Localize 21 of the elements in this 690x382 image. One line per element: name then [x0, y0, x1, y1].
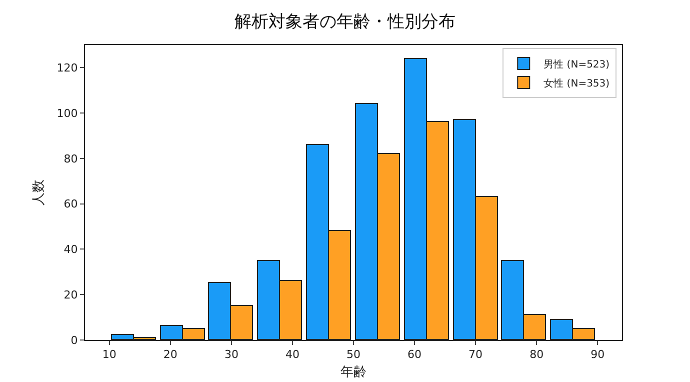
y-tick-label: 100 — [56, 106, 78, 120]
legend-label: 男性 (N=523) — [544, 58, 610, 70]
x-tick-label: 60 — [408, 348, 422, 362]
y-tick-label: 40 — [64, 243, 78, 256]
x-tick-label: 50 — [346, 348, 360, 362]
x-tick-label: 90 — [590, 348, 605, 362]
x-tick-label: 40 — [285, 348, 300, 362]
x-axis-title: 年齢 — [340, 364, 366, 380]
x-tick-label: 10 — [102, 348, 116, 362]
y-axis-title: 人数 — [32, 180, 47, 206]
x-tick-label: 80 — [530, 348, 544, 362]
y-tick-label: 0 — [70, 334, 78, 347]
chart-title: 解析対象者の年齢・性別分布 — [234, 12, 456, 32]
y-tick-label: 80 — [64, 152, 78, 166]
legend-label: 女性 (N=353) — [544, 77, 610, 90]
x-tick-label: 30 — [224, 348, 238, 362]
x-tick-label: 70 — [468, 348, 483, 362]
y-tick-label: 60 — [64, 198, 78, 211]
x-tick-label: 20 — [163, 348, 178, 362]
y-tick-label: 20 — [64, 288, 78, 302]
y-tick-label: 120 — [56, 62, 78, 75]
